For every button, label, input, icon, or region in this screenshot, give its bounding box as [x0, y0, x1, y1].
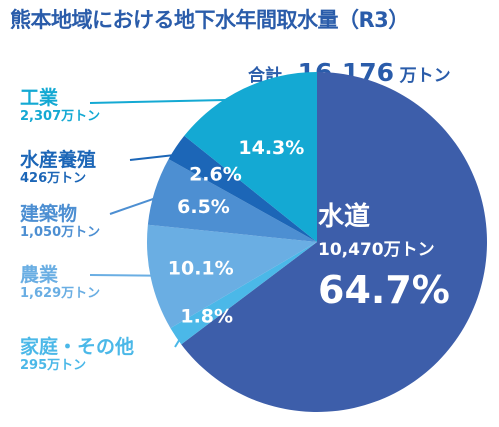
- chart-title: 熊本地域における地下水年間取水量（R3）: [10, 8, 409, 32]
- pie-slice-industry: [184, 72, 317, 242]
- legend-label: 農業: [20, 264, 59, 286]
- pie-slice-agriculture: [147, 224, 317, 329]
- slice-percent-aquaculture: 2.6%: [189, 164, 242, 186]
- legend-value: 2,307万トン: [20, 109, 101, 124]
- legend-item-agriculture: 農業 1,629万トン: [20, 264, 100, 302]
- legend-label: 家庭・その他: [20, 336, 135, 358]
- legend-item-household: 家庭・その他 295万トン: [20, 336, 134, 374]
- legend-item-buildings: 建築物 1,050万トン: [20, 203, 100, 241]
- legend-item-industry: 工業 2,307万トン: [20, 87, 100, 125]
- pie-slice-aquaculture: [168, 135, 317, 242]
- legend-value: 1,629万トン: [20, 286, 101, 301]
- leader-line-industry: [89, 98, 249, 104]
- slice-percent-buildings: 6.5%: [177, 196, 230, 218]
- total-unit: 万トン: [399, 66, 451, 86]
- slice-percent-household: 1.8%: [180, 306, 233, 328]
- legend-value: 295万トン: [20, 358, 87, 373]
- slice-value-water-supply: 10,470万トン: [318, 240, 435, 260]
- legend-item-aquaculture: 水産養殖 426万トン: [20, 149, 96, 187]
- slice-name-water-supply: 水道: [318, 202, 371, 232]
- legend-value: 426万トン: [20, 171, 87, 186]
- slice-percent-industry: 14.3%: [238, 137, 304, 159]
- legend-label: 工業: [20, 87, 59, 109]
- pie-slice-buildings: [147, 159, 317, 242]
- pie-slice-labels: 1.8% 10.1% 6.5% 2.6% 14.3%: [168, 137, 305, 328]
- pie-slices: [147, 72, 488, 413]
- legend-label: 水産養殖: [20, 149, 97, 171]
- slice-percent-water-supply: 64.7%: [318, 268, 450, 312]
- pie-slice-water-supply: [181, 72, 488, 413]
- slice-percent-agriculture: 10.1%: [168, 257, 234, 279]
- legend-value: 1,050万トン: [20, 225, 101, 240]
- legend-label: 建築物: [20, 203, 78, 225]
- pie-slice-household: [170, 242, 317, 345]
